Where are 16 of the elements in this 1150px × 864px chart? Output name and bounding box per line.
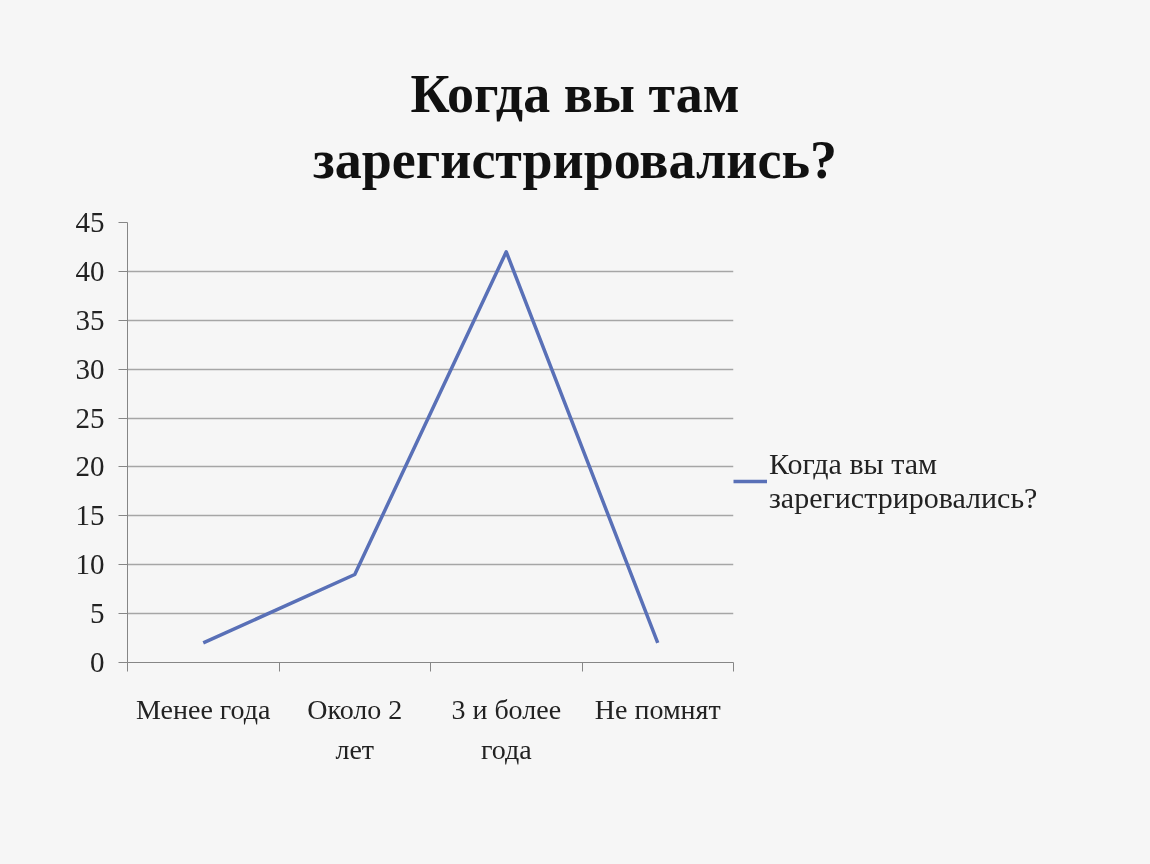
x-tick-label: Около 2 лет (307, 693, 403, 765)
x-tick-label: 3 и более года (451, 693, 562, 765)
legend-label: Когда вы там зарегистрировались? (769, 447, 1038, 515)
y-tick-label: 20 (75, 450, 105, 483)
y-tick-label: 40 (75, 254, 105, 287)
y-tick-label: 0 (90, 646, 105, 678)
x-tick-label: Не помнят (594, 693, 721, 725)
x-tick-label: Менее года (136, 693, 272, 725)
y-tick-label: 25 (75, 401, 105, 434)
chart-title: Когда вы там зарегистрировались? (313, 63, 837, 192)
y-tick-label: 10 (75, 548, 105, 581)
y-tick-label: 30 (75, 352, 105, 385)
y-tick-label: 35 (75, 303, 105, 336)
y-tick-label: 5 (90, 597, 105, 630)
y-tick-label: 15 (75, 499, 105, 532)
y-tick-label: 45 (75, 206, 105, 238)
